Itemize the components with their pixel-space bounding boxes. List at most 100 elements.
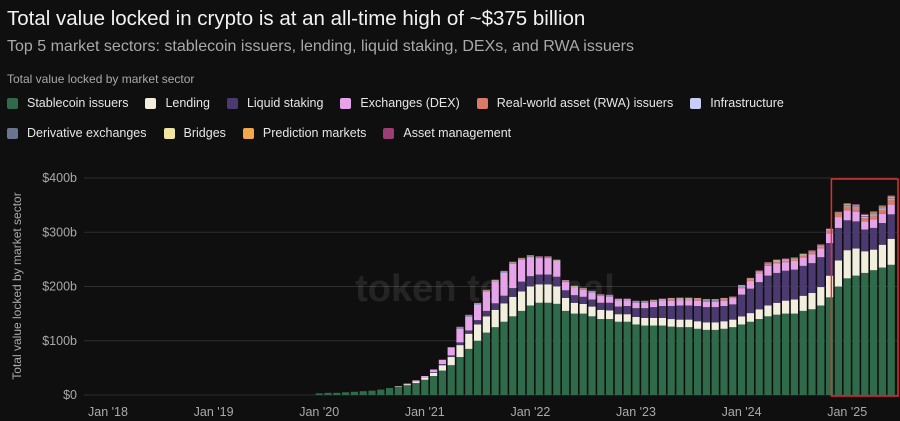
bar-segment xyxy=(482,332,490,395)
bar-segment xyxy=(465,316,473,331)
legend-item[interactable]: Exchanges (DEX) xyxy=(340,96,460,110)
bar-segment xyxy=(764,265,772,276)
bar-segment xyxy=(544,274,552,285)
bar-segment xyxy=(535,256,543,258)
bar-segment xyxy=(694,298,702,300)
bar-segment xyxy=(870,219,878,228)
bar-segment xyxy=(720,299,728,301)
legend-item[interactable]: Bridges xyxy=(163,126,226,140)
bar-segment xyxy=(368,390,376,395)
bar-segment xyxy=(676,300,684,306)
bar-segment xyxy=(887,196,895,198)
bar-segment xyxy=(579,288,587,290)
bar-segment xyxy=(553,259,561,261)
bar-segment xyxy=(746,281,754,289)
bar-segment xyxy=(870,215,878,220)
bar-segment xyxy=(861,215,869,217)
bar-segment xyxy=(518,281,526,292)
legend-item[interactable]: Prediction markets xyxy=(242,126,366,140)
bar-segment xyxy=(632,308,640,317)
bar-segment xyxy=(746,321,754,395)
bar-segment xyxy=(861,221,869,230)
legend-item[interactable]: Infrastructure xyxy=(690,96,784,110)
bar-segment xyxy=(650,325,658,395)
bar-segment xyxy=(667,300,675,307)
bar-segment xyxy=(782,270,790,301)
bar-segment xyxy=(773,261,781,262)
bar-segment xyxy=(500,272,508,273)
bar-segment xyxy=(702,298,710,300)
bar-segment xyxy=(790,257,798,259)
bar-segment xyxy=(570,295,578,303)
legend-item[interactable]: Asset management xyxy=(383,126,511,140)
bar-segment xyxy=(606,296,614,303)
bar-segment xyxy=(685,305,693,320)
bar-segment xyxy=(720,300,728,307)
bar-segment xyxy=(702,301,710,302)
bar-segment xyxy=(720,298,728,300)
bar-segment xyxy=(720,306,728,322)
bar-segment xyxy=(632,302,640,303)
bar-segment xyxy=(658,298,666,300)
bar-segment xyxy=(808,309,816,395)
bar-segment xyxy=(764,262,772,264)
bar-segment xyxy=(509,262,517,264)
bar-segment xyxy=(826,230,834,231)
bar-segment xyxy=(526,255,534,257)
bar-segment xyxy=(817,245,825,246)
bar-segment xyxy=(702,299,710,301)
bar-segment xyxy=(650,300,658,302)
bar-segment xyxy=(861,214,869,216)
bar-segment xyxy=(623,314,631,322)
bar-segment xyxy=(878,208,886,210)
bar-segment xyxy=(544,258,552,275)
bar-segment xyxy=(685,299,693,301)
legend-swatch xyxy=(7,97,18,109)
legend-item[interactable]: Derivative exchanges xyxy=(7,126,147,140)
bar-segment xyxy=(843,205,851,207)
legend-item[interactable]: Lending xyxy=(145,96,210,110)
bar-segment xyxy=(870,212,878,214)
bar-segment xyxy=(597,295,605,297)
bar-segment xyxy=(518,259,526,282)
legend-item[interactable]: Real-world asset (RWA) issuers xyxy=(476,96,673,110)
bar-segment xyxy=(852,211,860,222)
bar-segment xyxy=(817,305,825,395)
x-tick-label: Jan '24 xyxy=(722,405,762,419)
bar-segment xyxy=(799,310,807,395)
bar-segment xyxy=(843,202,851,205)
bar-segment xyxy=(518,291,526,311)
y-tick-label: $300b xyxy=(42,225,77,239)
bar-segment xyxy=(790,258,798,259)
bar-segment xyxy=(852,221,860,249)
bar-segment xyxy=(579,289,587,297)
bar-segment xyxy=(632,302,640,309)
bar-segment xyxy=(878,267,886,395)
bar-segment xyxy=(887,198,895,200)
legend-item[interactable]: Stablecoin issuers xyxy=(7,96,128,110)
bar-segment xyxy=(650,307,658,318)
bar-segment xyxy=(826,297,834,395)
bar-segment xyxy=(491,279,499,281)
bar-segment xyxy=(447,357,455,366)
bar-segment xyxy=(790,299,798,314)
bar-segment xyxy=(808,251,816,253)
bar-segment xyxy=(597,302,605,310)
bar-segment xyxy=(808,250,816,251)
bar-segment xyxy=(852,248,860,276)
bar-segment xyxy=(834,217,842,228)
y-tick-label: $0 xyxy=(63,388,77,402)
legend-item[interactable]: Liquid staking xyxy=(226,96,324,110)
x-tick-label: Jan '25 xyxy=(827,405,867,419)
legend-label: Liquid staking xyxy=(246,96,324,110)
bar-segment xyxy=(614,321,622,395)
bar-segment xyxy=(526,305,534,395)
bar-segment xyxy=(729,319,737,328)
bar-segment xyxy=(878,244,886,268)
bar-segment xyxy=(315,393,323,395)
bar-segment xyxy=(694,298,702,300)
bar-segment xyxy=(614,300,622,307)
bar-segment xyxy=(421,379,429,395)
bar-segment xyxy=(764,275,772,306)
bar-segment xyxy=(430,372,438,373)
